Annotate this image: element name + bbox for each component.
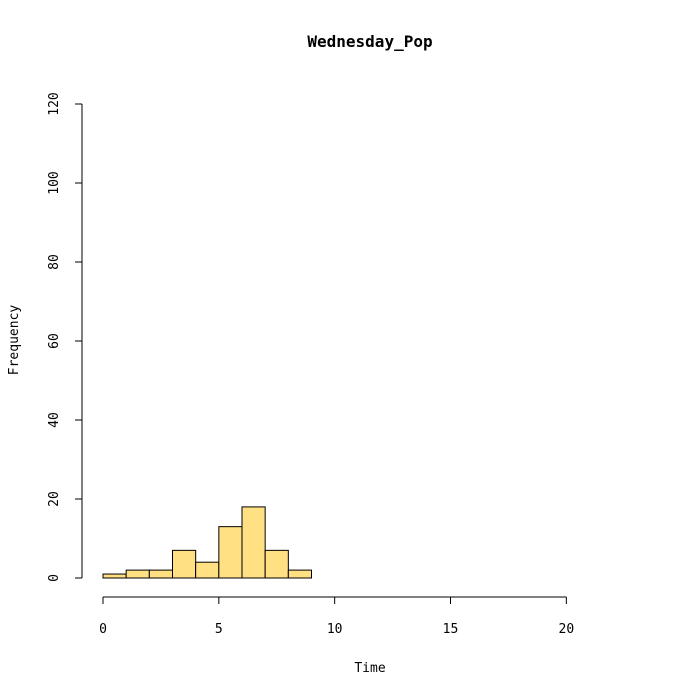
y-tick-label: 60 — [47, 333, 62, 349]
y-tick-label: 20 — [47, 491, 62, 507]
y-tick-label: 80 — [47, 254, 62, 270]
chart-title: Wednesday_Pop — [307, 32, 432, 51]
y-tick-label: 100 — [47, 171, 62, 194]
histogram-bar — [241, 506, 266, 579]
x-tick-label: 10 — [327, 622, 343, 637]
x-axis-label: Time — [354, 661, 385, 676]
histogram-bar — [172, 549, 197, 579]
histogram-bar — [102, 573, 127, 579]
y-tick-label: 0 — [47, 574, 62, 582]
y-axis-label: Frequency — [7, 305, 22, 376]
y-tick-label: 120 — [47, 92, 62, 115]
histogram-bar — [287, 569, 313, 579]
histogram-bars — [102, 506, 313, 579]
histogram-bar — [148, 569, 173, 579]
y-tick-label: 40 — [47, 412, 62, 428]
y-axis: 0 20 40 60 80 100 120 — [47, 92, 83, 582]
histogram-bar — [195, 561, 220, 579]
x-tick-label: 20 — [559, 622, 575, 637]
histogram-bar — [264, 549, 289, 579]
x-axis: 0 5 10 15 20 — [99, 596, 575, 637]
histogram-bar — [125, 569, 150, 579]
x-tick-label: 15 — [443, 622, 459, 637]
x-tick-label: 0 — [99, 622, 107, 637]
histogram-bar — [218, 526, 243, 579]
x-tick-label: 5 — [215, 622, 223, 637]
